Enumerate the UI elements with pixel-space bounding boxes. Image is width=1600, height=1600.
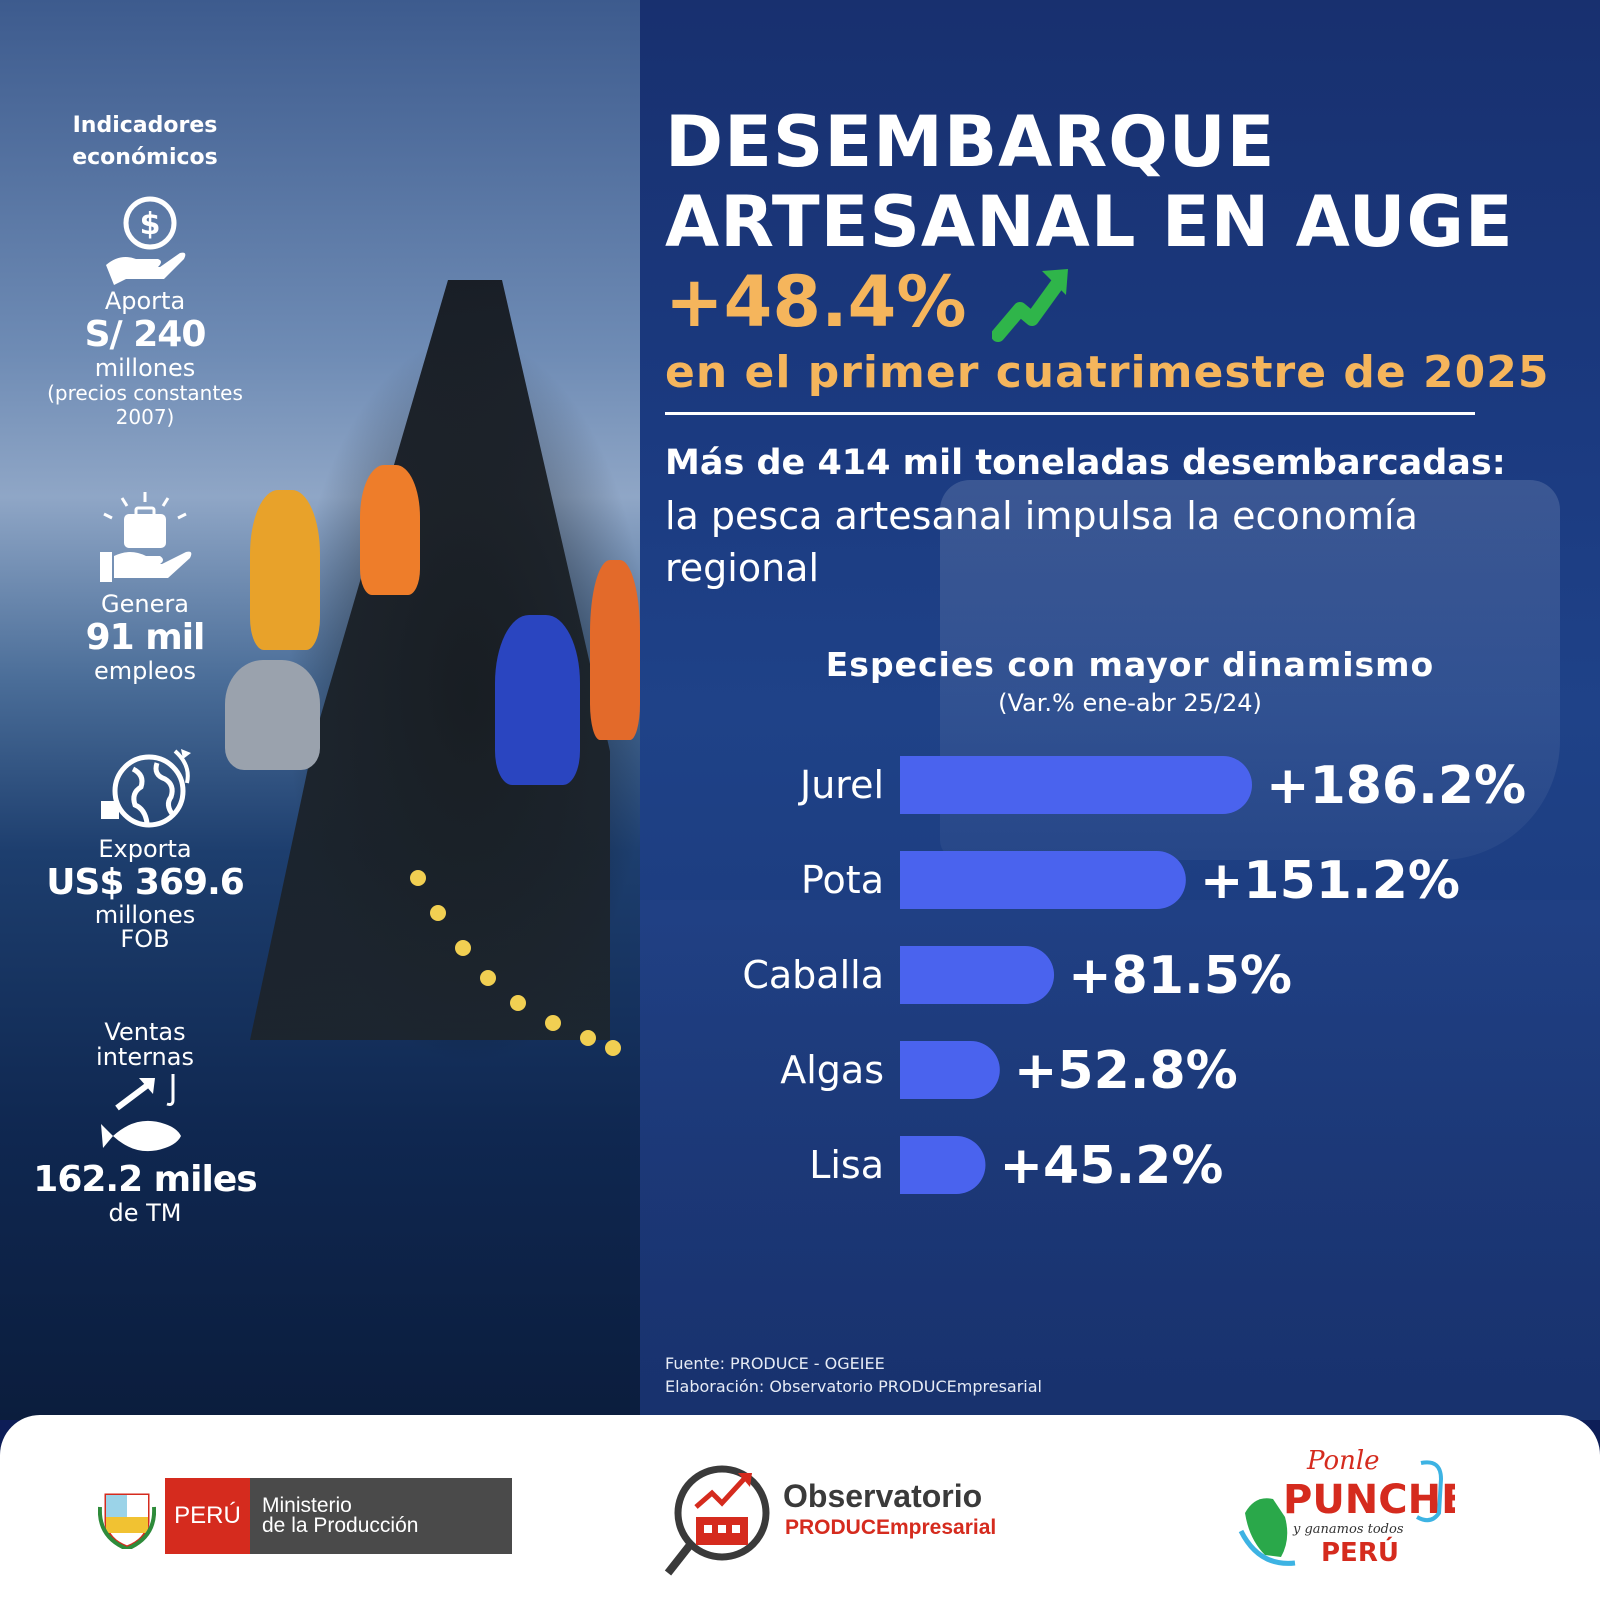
aporta-label: Aporta [104, 287, 186, 315]
ponle-punche-peru-logo: Ponle PUNCHE y ganamos todos PERÚ [1238, 1446, 1455, 1568]
exporta-value: US$ 369.6 [46, 862, 245, 903]
ministry-brand-box: Ministerio de la Producción [250, 1478, 512, 1554]
ventas-label: Ventas internas [96, 1018, 194, 1071]
species-bar-chart: Jurel +186.2% Pota +151.2% Caballa +81.5% Alga… [742, 756, 1526, 1196]
svg-text:$: $ [140, 207, 161, 242]
ministry-line2: de la Producción [262, 1514, 419, 1537]
indicator-exporta: Exporta US$ 369.6 millones FOB [20, 745, 270, 951]
category-label: Caballa [742, 953, 884, 997]
trend-up-icon [992, 269, 1068, 342]
economy-impact-text: la pesca artesanal impulsa la economía r… [665, 494, 1418, 590]
fisherman-figure [225, 660, 320, 770]
net-float [580, 1030, 596, 1046]
category-label: Lisa [809, 1143, 884, 1187]
chart-title: Especies con mayor dinamismo [825, 645, 1435, 684]
exporta-label: Exporta [98, 835, 192, 863]
value-label: +81.5% [1068, 946, 1292, 1006]
bar-lisa [900, 1136, 986, 1194]
category-label: Jurel [798, 763, 884, 807]
bar-jurel [900, 756, 1252, 814]
category-label: Pota [801, 858, 884, 902]
bar-pota [900, 851, 1186, 909]
fisherman-figure [250, 490, 320, 650]
fishing-photo-left [0, 0, 640, 1420]
category-label: Algas [780, 1048, 884, 1092]
aporta-unit: millones [94, 354, 196, 382]
ventas-value: 162.2 miles [33, 1159, 257, 1200]
net-float [455, 940, 471, 956]
fish-sales-icon [101, 1074, 181, 1152]
boat-photo-right [640, 0, 1600, 1420]
indicators-title: Indicadores económicos [72, 113, 218, 170]
punche-line3: y ganamos todos [1292, 1522, 1404, 1537]
growth-rate: +48.4% [665, 261, 967, 343]
punche-line2: PUNCHE [1283, 1477, 1455, 1523]
observatory-subname: PRODUCEmpresarial [785, 1516, 997, 1539]
briefcase-hand-icon [100, 492, 192, 582]
indicator-aporta: $ Aporta S/ 240 millones (precios consta… [20, 195, 270, 429]
ventas-unit: de TM [108, 1199, 182, 1227]
genera-value: 91 mil [85, 617, 206, 658]
aporta-note: (precios constantes 2007) [47, 381, 243, 429]
punche-line1: Ponle [1306, 1446, 1380, 1476]
source-elaboracion: Elaboración: Observatorio PRODUCEmpresar… [665, 1377, 1042, 1396]
source-note: Fuente: PRODUCE - OGEIEE Elaboración: Ob… [665, 1352, 1042, 1398]
value-label: +186.2% [1266, 756, 1526, 816]
headline-line2: ARTESANAL EN AUGE [665, 181, 1514, 263]
indicator-ventas: Ventas internas 162.2 miles de TM [20, 1018, 270, 1227]
genera-unit: empleos [94, 657, 196, 685]
indicator-genera: Genera 91 mil empleos [20, 490, 270, 684]
exporta-unit: millones [94, 901, 196, 929]
observatory-name: Observatorio [783, 1478, 983, 1514]
aporta-value: S/ 240 [84, 314, 207, 355]
chart-subtitle: (Var.% ene-abr 25/24) [998, 689, 1262, 717]
net-float [545, 1015, 561, 1031]
punche-line4: PERÚ [1321, 1536, 1399, 1568]
fisherman-figure [590, 560, 640, 740]
fisherman-figure [360, 465, 420, 595]
value-label: +45.2% [999, 1136, 1223, 1196]
headline-line1: DESEMBARQUE [665, 101, 1276, 183]
net-float [510, 995, 526, 1011]
bar-algas [900, 1041, 1000, 1099]
period-text: en el primer cuatrimestre de 2025 [665, 347, 1550, 398]
net-float [605, 1040, 621, 1056]
globe-export-icon [101, 749, 191, 828]
bar-caballa [900, 946, 1055, 1004]
sea-shape [640, 900, 1600, 1420]
net-float [430, 905, 446, 921]
footer-logos: PERÚ Ministerio de la Producción Observa… [0, 1415, 1600, 1600]
peru-brand-box: PERÚ [165, 1478, 250, 1554]
peru-coat-of-arms-icon [98, 1493, 156, 1549]
net-float [410, 870, 426, 886]
ministry-line1: Ministerio [262, 1494, 352, 1517]
landing-volume-text: Más de 414 mil toneladas desembarcadas: [665, 443, 1506, 483]
genera-label: Genera [101, 590, 189, 618]
divider [665, 412, 1475, 415]
net-float [480, 970, 496, 986]
source-fuente: Fuente: PRODUCE - OGEIEE [665, 1354, 885, 1373]
headline-title: DESEMBARQUE ARTESANAL EN AUGE [665, 102, 1514, 262]
exporta-note: FOB [120, 925, 170, 953]
observatory-magnifier-icon [664, 1465, 770, 1576]
value-label: +52.8% [1014, 1041, 1238, 1101]
money-hand-icon: $ [106, 196, 186, 285]
fisherman-figure [495, 615, 580, 785]
value-label: +151.2% [1200, 851, 1460, 911]
